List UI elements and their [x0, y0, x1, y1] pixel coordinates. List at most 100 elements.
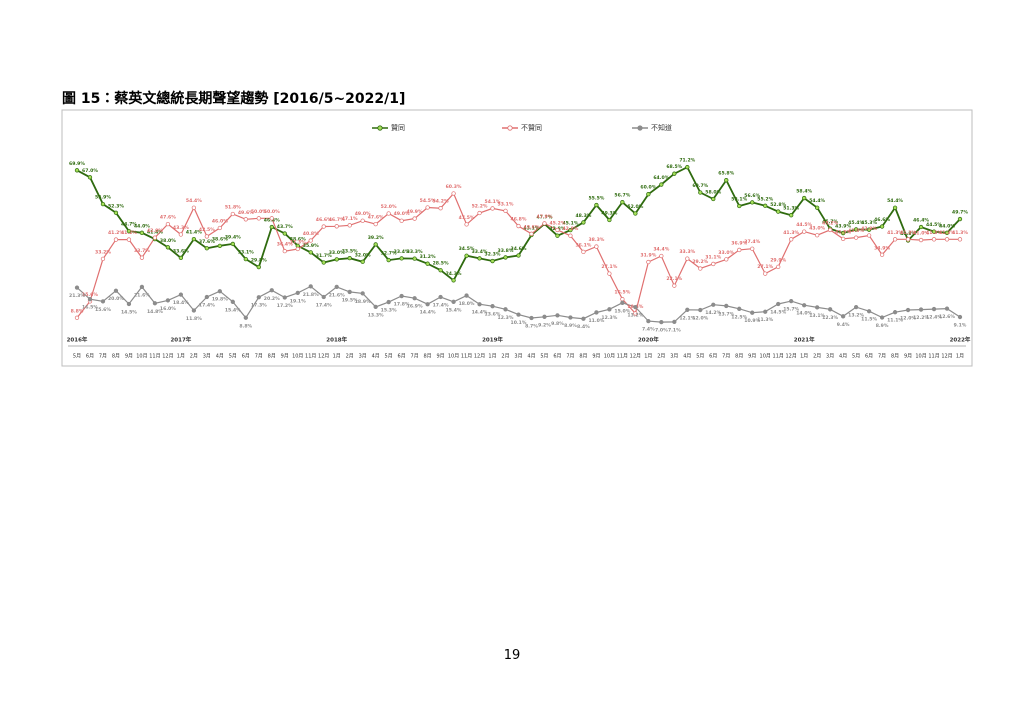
- data-label: 11.5%: [861, 317, 877, 323]
- year-label: 2022年: [950, 336, 971, 344]
- data-label: 56.6%: [744, 193, 760, 199]
- data-point: [594, 202, 599, 208]
- data-label: 55.1%: [731, 197, 747, 203]
- data-label: 43.9%: [835, 224, 851, 230]
- legend-marker: [637, 125, 643, 131]
- data-point: [399, 256, 404, 261]
- data-point: [269, 224, 274, 230]
- data-point: [685, 307, 690, 312]
- data-point: [256, 216, 261, 221]
- x-tick-label: 2月: [813, 354, 821, 360]
- data-point: [802, 229, 807, 234]
- data-point: [516, 253, 521, 258]
- data-point: [230, 211, 235, 217]
- x-tick-label: 10月: [292, 354, 303, 360]
- x-tick-label: 6月: [709, 354, 717, 360]
- data-label: 31.7%: [316, 253, 332, 259]
- data-label: 17.4%: [433, 303, 449, 309]
- data-label: 33.7%: [134, 248, 150, 254]
- data-label: 33.4%: [472, 249, 488, 255]
- x-tick-label: 9月: [125, 354, 133, 360]
- data-label: 41.0%: [913, 231, 929, 237]
- data-label: 8.9%: [876, 323, 889, 329]
- data-point: [879, 315, 885, 320]
- x-tick-label: 6月: [865, 354, 873, 360]
- data-label: 20.2%: [264, 296, 280, 302]
- data-label: 33.5%: [342, 249, 358, 255]
- x-tick-label: 8月: [112, 354, 120, 360]
- data-label: 9.2%: [538, 322, 551, 328]
- data-point: [763, 203, 768, 208]
- data-label: 54.4%: [186, 198, 202, 204]
- x-tick-label: 7月: [566, 354, 574, 360]
- data-label: 33.2%: [95, 249, 111, 255]
- data-label: 45.1%: [562, 221, 578, 227]
- data-point: [607, 307, 612, 312]
- data-point: [204, 294, 210, 300]
- data-point: [100, 256, 106, 262]
- data-point: [113, 288, 119, 293]
- x-tick-label: 7月: [878, 354, 886, 360]
- data-point: [230, 299, 235, 304]
- data-point: [126, 237, 132, 242]
- data-point: [737, 203, 742, 209]
- data-point: [853, 304, 859, 310]
- data-point: [620, 297, 625, 302]
- data-label: 17.4%: [199, 303, 215, 309]
- data-point: [256, 264, 261, 270]
- data-point: [425, 261, 430, 266]
- data-point: [139, 284, 145, 290]
- data-label: 58.0%: [705, 190, 721, 196]
- x-tick-label: 6月: [398, 354, 406, 360]
- data-label: 41.3%: [939, 230, 955, 236]
- data-label: 41.3%: [900, 230, 916, 236]
- data-label: 53.1%: [498, 201, 514, 207]
- data-label: 33.3%: [679, 249, 695, 255]
- data-point: [347, 223, 352, 228]
- data-point: [633, 304, 638, 310]
- data-label: 52.3%: [108, 203, 124, 209]
- data-point: [581, 316, 586, 321]
- data-point: [607, 271, 612, 276]
- data-point: [711, 261, 716, 267]
- data-label: 13.6%: [485, 312, 501, 318]
- data-label: 18.9%: [355, 299, 371, 305]
- x-tick-label: 1月: [644, 354, 652, 360]
- data-point: [659, 253, 664, 259]
- data-point: [113, 210, 119, 215]
- data-point: [853, 235, 859, 240]
- data-label: 13.1%: [809, 313, 825, 319]
- x-tick-label: 4月: [527, 354, 535, 360]
- data-label: 44.5%: [796, 222, 812, 228]
- data-label: 41.5%: [835, 229, 851, 235]
- data-label: 10.9%: [744, 318, 760, 324]
- data-label: 46.4%: [913, 218, 929, 224]
- data-label: 12.1%: [679, 315, 695, 321]
- data-label: 45.4%: [848, 220, 864, 226]
- data-label: 52.2%: [472, 204, 488, 210]
- data-point: [178, 255, 184, 261]
- data-label: 27.1%: [601, 264, 617, 270]
- data-point: [321, 260, 326, 265]
- data-label: 21.8%: [303, 292, 319, 298]
- data-label: 16.5%: [82, 305, 98, 311]
- data-label: 43.7%: [277, 224, 293, 230]
- data-label: 15.3%: [381, 308, 397, 314]
- x-tick-label: 5月: [73, 354, 81, 360]
- data-label: 9.8%: [551, 321, 564, 327]
- data-point: [568, 315, 573, 320]
- data-point: [827, 307, 833, 312]
- data-point: [386, 211, 391, 216]
- data-label: 28.5%: [433, 261, 449, 267]
- data-label: 69.9%: [69, 161, 85, 167]
- data-label: 14.5%: [770, 310, 786, 316]
- data-point: [425, 302, 430, 307]
- data-label: 10.1%: [511, 320, 527, 326]
- data-label: 44.0%: [134, 223, 150, 229]
- data-point: [737, 306, 742, 311]
- data-point: [269, 216, 274, 221]
- data-point: [931, 229, 937, 234]
- x-tick-label: 10月: [760, 354, 771, 360]
- data-point: [698, 307, 703, 313]
- x-tick-label: 3月: [203, 354, 211, 360]
